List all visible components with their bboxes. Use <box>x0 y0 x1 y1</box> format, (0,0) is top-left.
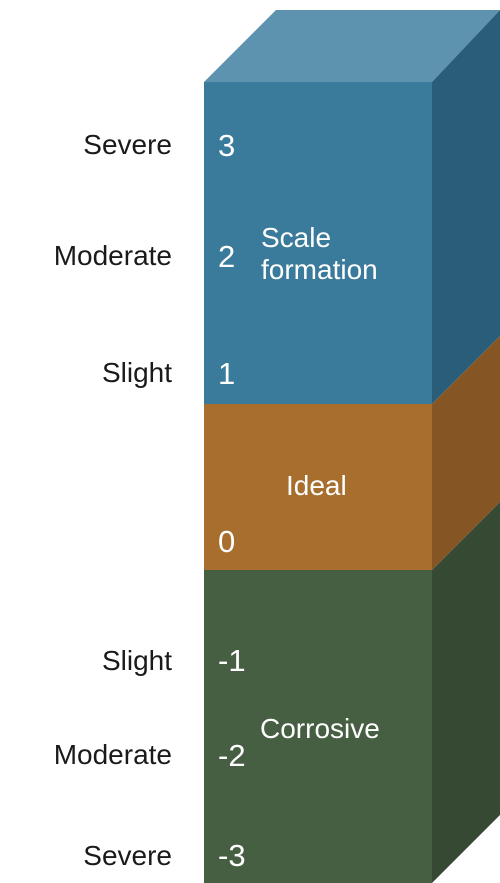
level-number-minus-1: -1 <box>218 643 246 678</box>
level-number-2: 2 <box>218 239 236 274</box>
column-top-face <box>204 10 500 82</box>
corrosive-side-face <box>432 502 500 883</box>
level-number-minus-2: -2 <box>218 738 246 773</box>
level-number-3: 3 <box>218 128 236 163</box>
label-moderate-top: Moderate <box>53 240 172 271</box>
ideal-label: Ideal <box>286 470 347 501</box>
corrosive-zone <box>204 570 432 883</box>
label-severe-bottom: Severe <box>83 840 172 871</box>
scale-formation-line1: Scale <box>261 222 332 253</box>
label-slight-bottom: Slight <box>101 645 172 676</box>
level-number-0: 0 <box>218 524 236 559</box>
label-moderate-bottom: Moderate <box>53 739 172 770</box>
scale-formation-line2: formation <box>261 254 378 286</box>
scale-formation-label: Scale formation <box>261 222 378 286</box>
level-number-1: 1 <box>218 356 236 391</box>
scale-formation-zone <box>204 82 432 404</box>
label-severe-top: Severe <box>83 129 172 160</box>
ideal-zone <box>204 404 432 570</box>
ideal-side-face <box>432 336 500 570</box>
level-number-minus-3: -3 <box>218 838 246 873</box>
scale-side-face <box>432 10 500 404</box>
label-slight-top: Slight <box>101 357 172 388</box>
corrosive-label: Corrosive <box>260 713 380 744</box>
